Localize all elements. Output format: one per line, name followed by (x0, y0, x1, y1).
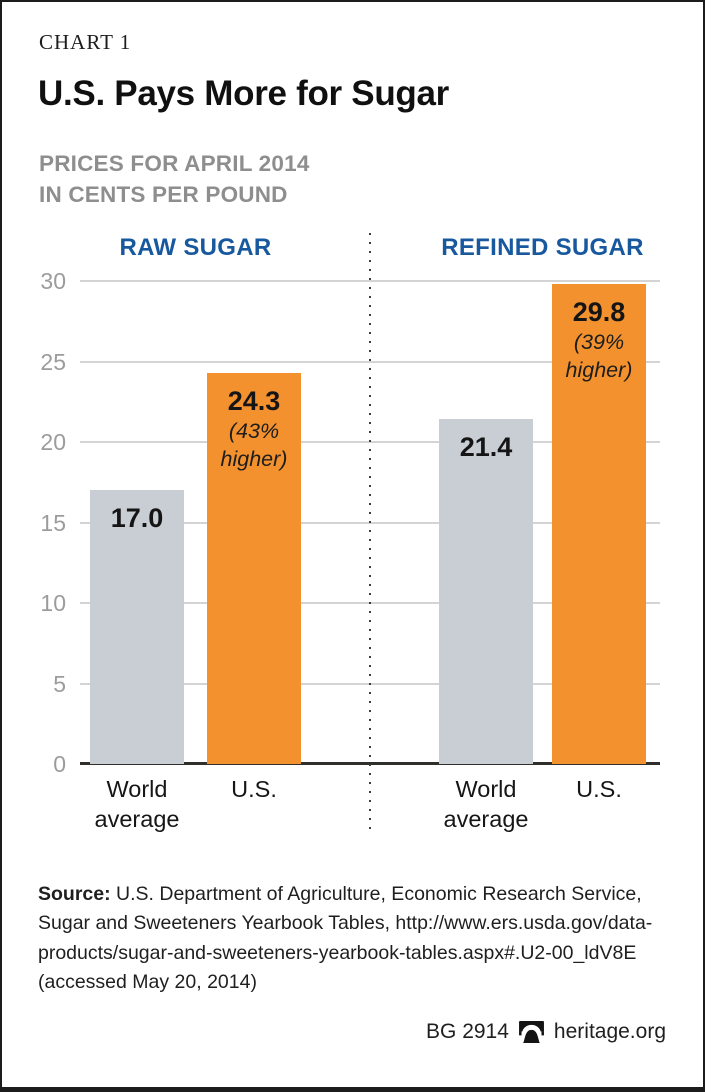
y-tick-label: 15 (40, 509, 66, 536)
y-tick-label: 20 (40, 429, 66, 455)
heritage-bell-icon (518, 1020, 544, 1043)
bar-value-label: 21.4 (459, 432, 513, 463)
group-divider (369, 233, 371, 829)
x-category-label: U.S. (576, 776, 622, 802)
plot-area: RAW SUGAR 17.0 World average 24.3 (43% highe… (80, 233, 660, 832)
y-tick-label: 5 (53, 670, 66, 697)
y-tick-label: 30 (40, 268, 66, 294)
bar: 29.8 (39% higher) (552, 284, 646, 764)
subtitle-line-1: PRICES FOR APRIL 2014 (39, 151, 310, 176)
source-label: Source: (38, 882, 111, 905)
x-category-label: World average (94, 776, 180, 832)
x-category-label: U.S. (231, 776, 277, 802)
bar: 17.0 (90, 490, 184, 764)
group-header: REFINED SUGAR (441, 234, 644, 261)
bar-note: (39% higher) (565, 330, 633, 383)
bar: 21.4 (439, 419, 533, 764)
document-id: BG 2914 (426, 1020, 509, 1043)
subtitle-line-2: IN CENTS PER POUND (39, 182, 288, 207)
x-category-label: World average (443, 776, 529, 832)
footer: BG 2914 heritage.org (426, 1020, 666, 1044)
bar: 24.3 (43% higher) (207, 372, 301, 764)
source-text: U.S. Department of Agriculture, Economic… (38, 882, 653, 994)
page-title: U.S. Pays More for Sugar (38, 74, 449, 113)
group-header: RAW SUGAR (119, 234, 272, 261)
source-note: Source: U.S. Department of Agriculture, … (38, 880, 680, 998)
bar-value-label: 24.3 (227, 385, 281, 416)
bar-value-label: 29.8 (572, 297, 626, 328)
bar-note: (43% higher) (220, 418, 288, 471)
chart-subtitle: PRICES FOR APRIL 2014 IN CENTS PER POUND (39, 148, 310, 210)
chart-kicker: CHART 1 (39, 30, 132, 54)
y-tick-label: 10 (40, 590, 66, 616)
site-name: heritage.org (553, 1020, 666, 1043)
y-tick-label: 25 (40, 348, 66, 375)
y-tick-label: 0 (53, 751, 66, 777)
bar-value-label: 17.0 (110, 503, 164, 534)
